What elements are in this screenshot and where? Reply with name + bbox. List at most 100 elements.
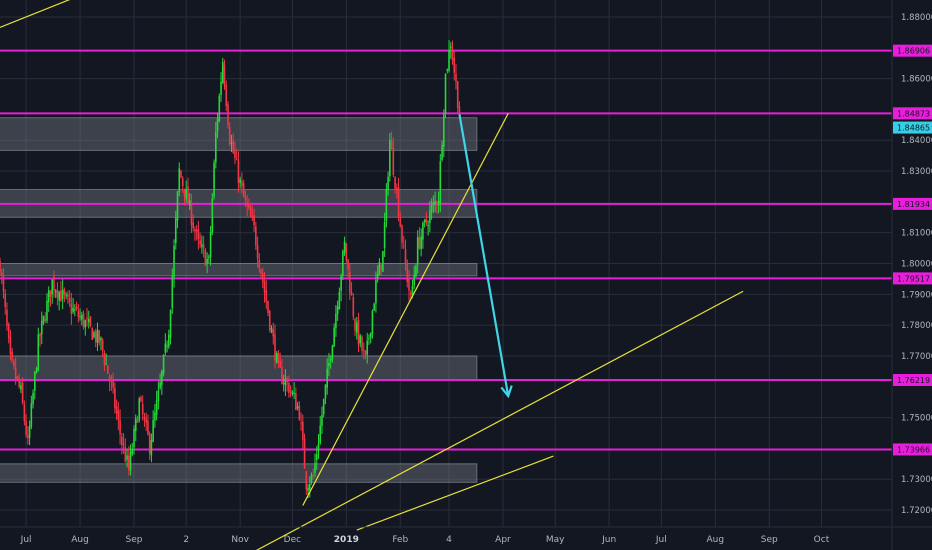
candle-body [49,290,52,297]
candle [256,236,259,268]
candle [335,305,337,337]
candle [56,282,59,306]
level-label: 1.81934 [897,200,930,209]
candle [51,279,54,304]
x-tick-label: May [546,535,565,545]
candle [326,358,328,395]
candle [232,133,235,154]
candle [174,210,177,250]
candle [397,177,400,222]
candle [117,401,120,431]
candle [112,372,114,394]
candle-body [178,168,181,193]
candle [347,259,349,280]
candle-body [213,162,215,197]
candle [350,282,353,296]
zone [0,355,478,382]
candle [371,309,374,339]
candle [0,257,1,276]
candle [444,73,447,119]
candle-body [326,368,328,388]
candle [399,211,402,228]
candle [382,250,384,272]
candle [295,387,297,411]
candle [143,412,146,427]
candle-body [115,406,118,414]
candle [415,263,417,278]
trendline [0,0,71,28]
candle-body [181,178,184,187]
candle-body [427,224,429,226]
candle [396,183,398,199]
candle [211,193,214,236]
candle-body [188,199,191,206]
x-tick-label: Jul [20,535,32,545]
candle [225,80,228,112]
candle [315,446,318,471]
candle-body [338,291,341,310]
candle-body [361,336,363,351]
candle-body [202,244,205,249]
candle-body [256,245,259,259]
candle-body [34,372,36,391]
candle [453,50,456,81]
candle [230,134,233,153]
candle-body [190,201,193,225]
time-axis[interactable]: Jul Aug Sep 2 Nov Dec 2019 Feb 4 Apr May Jun Jul Aug S… [20,535,830,545]
candle-body [119,419,121,435]
candle-body [63,290,66,295]
candle [150,433,153,463]
candle [77,303,80,323]
candle-body [107,365,109,374]
candle-body [389,139,391,177]
candle [366,332,369,364]
candle [239,176,241,189]
candle [390,131,393,150]
candle [13,359,15,370]
candle-body [390,140,393,150]
candle [122,433,125,454]
candle-body [150,440,153,456]
candle [101,338,104,358]
candle-body [288,382,290,394]
candle-body [349,271,351,293]
candle-body [54,291,57,293]
candle-body [265,290,268,302]
level-label: 1.76219 [897,376,930,385]
trendline [255,290,744,550]
candle [213,159,215,200]
candle [16,375,19,382]
candle-body [145,418,147,423]
candle-body [375,280,377,304]
candle-body [4,293,7,307]
candle [218,93,221,123]
candle-body [168,334,170,347]
candle [119,409,121,445]
candle-body [140,397,142,402]
candle [436,200,438,214]
candle-body [141,404,144,415]
candle [46,293,48,324]
candle [284,369,287,396]
candle-body [100,337,102,341]
candle-body [302,421,304,440]
price-axis[interactable]: 1.88000 1.86000 1.84000 1.83000 1.81000 1.800… [901,13,932,516]
candle [439,153,442,213]
candle-body [286,377,288,383]
candle [272,322,275,345]
candle [235,148,238,161]
candle-body [422,222,424,240]
candle-body [14,367,17,379]
candle [148,431,151,461]
candle-body [277,353,280,363]
candle [87,310,90,329]
candle-body [439,161,442,204]
candle-body [136,420,139,423]
candle [418,227,421,250]
arrow-head [500,385,513,399]
candle-body [415,266,417,277]
candle-body [315,454,318,460]
candle-body [296,406,299,409]
